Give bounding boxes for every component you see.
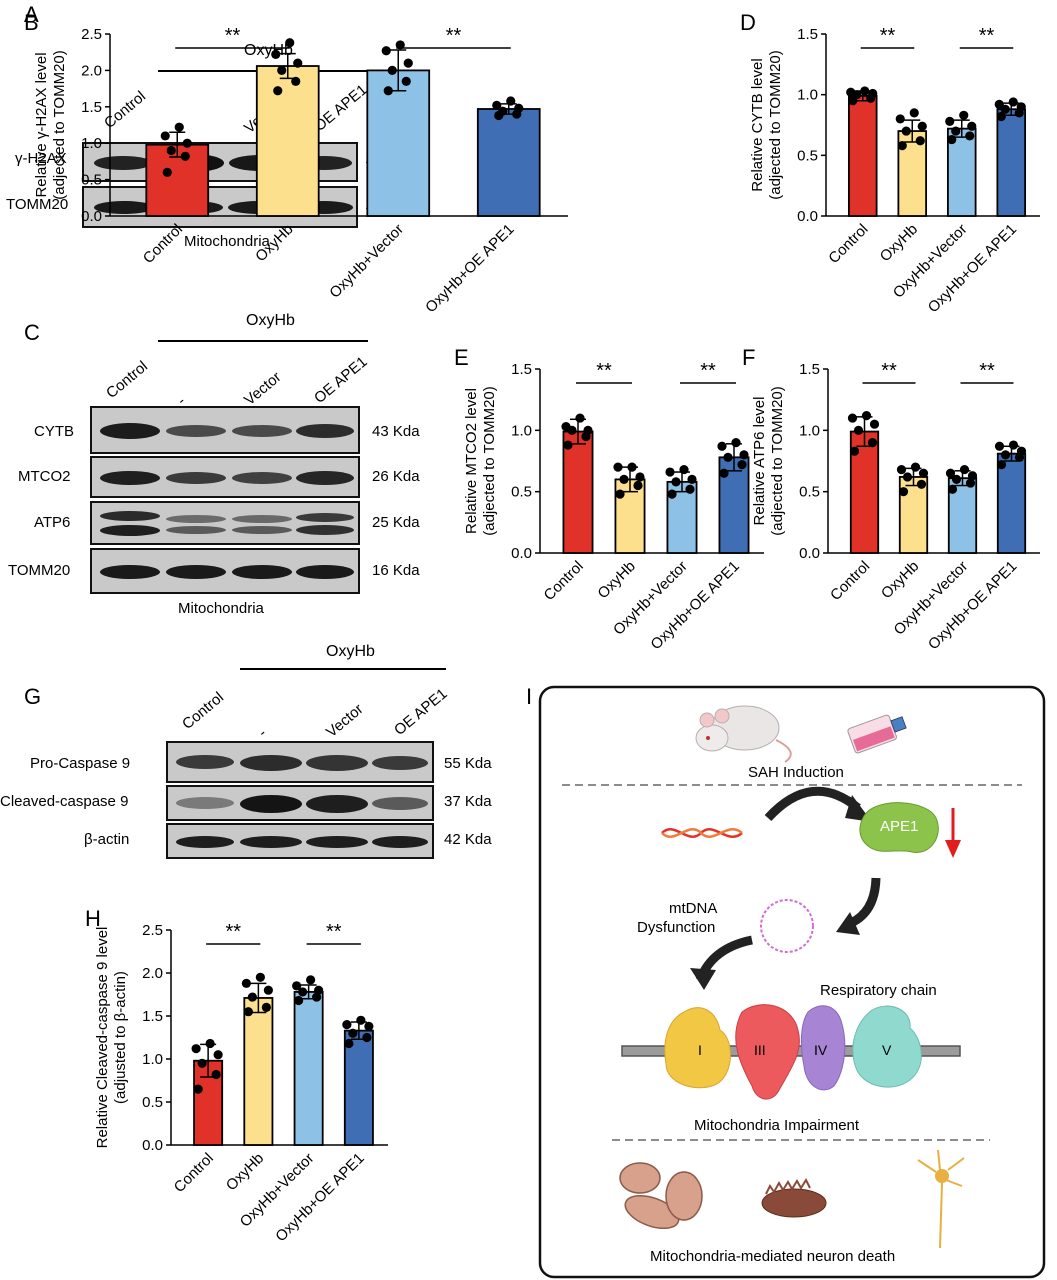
band [296,525,354,535]
band [232,515,292,523]
blot-pro-caspase9 [166,741,434,783]
mtdna-label: mtDNA [669,900,718,917]
band [372,836,428,848]
row-label-pro-caspase9: Pro-Caspase 9 [30,755,131,772]
blot-atp6 [90,501,360,545]
complex-iv-icon [800,1005,846,1091]
oxyhb-group-label-g: OxyHb [326,643,375,660]
band [296,424,354,438]
complex-iv-label: IV [814,1042,828,1058]
size-label-cytb: 43 Kda [372,423,420,440]
band [176,755,234,769]
band [240,755,302,771]
band [232,425,292,437]
row-label-beta-actin: β-actin [84,831,130,848]
band [166,472,226,484]
blot-cleaved-caspase9 [166,785,434,821]
band [166,565,226,579]
row-label-cytb: CYTB [34,423,75,440]
respiratory-chain-label: Respiratory chain [820,982,937,999]
damaged-mitochondria-icon [761,1177,827,1218]
impairment-label: Mitochondria Impairment [694,1117,860,1134]
blot-beta-actin [166,823,434,859]
neuron-death-label: Mitochondria-mediated neuron death [650,1248,896,1265]
arrow-head [836,912,860,935]
row-label-tomm20-c: TOMM20 [8,562,71,579]
panel-letter-c: C [24,320,40,345]
mitochondria-icon [619,1162,703,1230]
mtdna-circle-icon [760,899,814,953]
panel-letter-g: G [24,684,42,709]
oxyhb-group-line-c [158,340,368,342]
band [296,513,354,522]
band [166,526,226,534]
band [306,836,368,848]
band [296,565,354,579]
blot-cytb [90,406,360,454]
size-label-pro-caspase9: 55 Kda [444,755,492,772]
band [94,201,154,214]
sah-induction-label: SAH Induction [748,764,844,781]
band [306,795,368,813]
dysfunction-label: Dysfunction [637,919,716,936]
oxyhb-group-line-g [240,668,446,670]
band [100,565,160,579]
band [176,836,234,848]
panel-letter-a: A [24,2,39,27]
complex-i-icon [664,1007,731,1089]
size-label-mtco2: 26 Kda [372,468,420,485]
band [232,565,292,579]
caption-c: Mitochondria [178,600,264,617]
ape1-label: APE1 [880,818,919,835]
band [372,797,428,810]
band [94,156,152,170]
band [296,471,354,485]
complex-v-label: V [882,1042,892,1058]
blot-mtco2 [90,456,360,498]
complex-iii-label: III [754,1042,766,1058]
band [100,471,160,485]
band [100,511,160,521]
panel-letter-i: I [526,684,533,709]
dna-icon [661,828,743,838]
band [372,756,428,770]
band [100,423,160,439]
band [166,515,226,523]
band [166,425,226,437]
band [176,797,234,809]
row-label-mtco2: MTCO2 [18,468,71,485]
band [240,836,302,848]
band [232,472,292,484]
size-label-tomm20-c: 16 Kda [372,562,420,579]
band [306,755,368,771]
down-arrow-head [945,840,961,858]
band [240,795,302,813]
ape1-protein-icon [859,802,939,853]
row-label-atp6: ATP6 [34,514,71,531]
size-label-atp6: 25 Kda [372,514,420,531]
band [100,525,160,536]
row-label-gh2ax: γ-H2AX [15,150,67,167]
size-label-beta-actin: 42 Kda [444,831,492,848]
arrow-dna-to-ape1 [764,786,861,822]
blot-tomm20-c [90,548,360,594]
complex-i-label: I [698,1042,702,1058]
complex-v-icon [852,1005,922,1088]
complex-iii-icon [735,1004,800,1100]
neuron-icon [917,1149,965,1249]
mouse-icon [695,705,792,763]
oxyhb-group-label-a: OxyHb [244,42,293,59]
size-label-cleaved-caspase9: 37 Kda [444,793,492,810]
arrow-head [690,968,716,990]
row-label-cleaved-caspase9: Cleaved-caspase 9 [0,793,129,810]
oxyhb-group-label-c: OxyHb [246,312,295,329]
band [232,526,292,534]
caption-a: Mitochondria [184,233,270,250]
row-label-tomm20-a: TOMM20 [6,196,69,213]
culture-flask-icon [847,714,907,754]
